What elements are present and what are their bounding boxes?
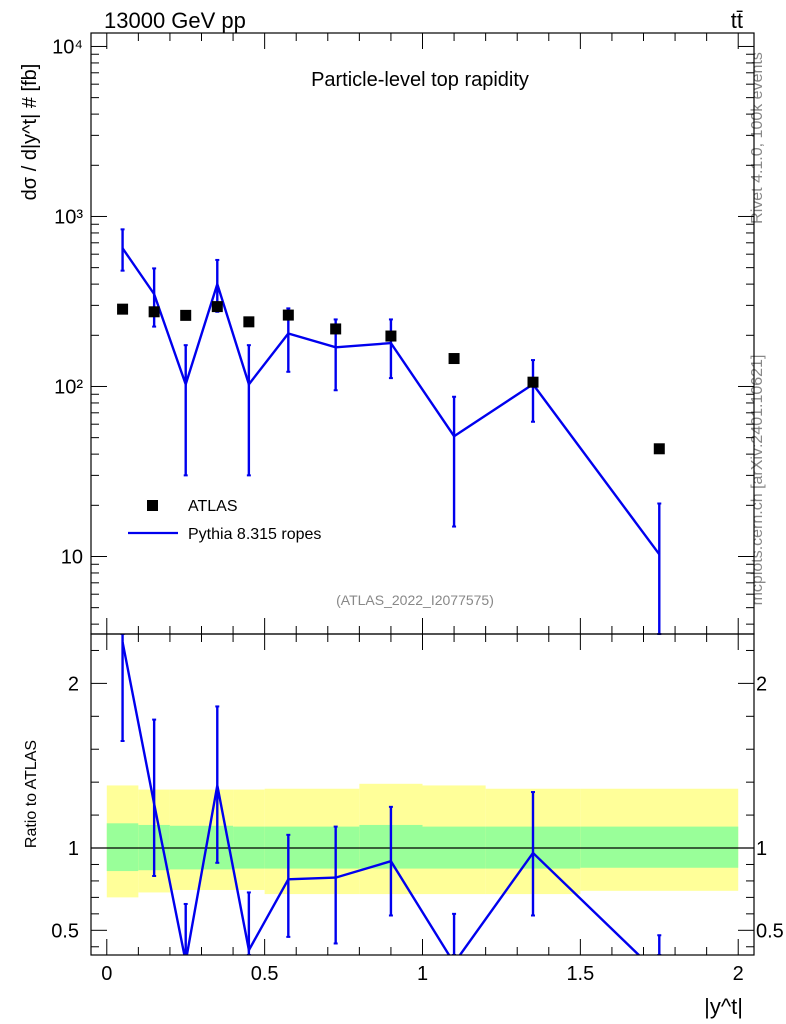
atlas-data-point	[243, 316, 255, 328]
mcplots-label: mcplots.cern.ch [arXiv:2401.10621]	[749, 355, 766, 606]
ratio-y-tick-label-right: 1	[756, 838, 767, 860]
legend-atlas-label: ATLAS	[188, 498, 238, 515]
atlas-data-point	[330, 323, 342, 335]
atlas-data-point	[282, 309, 294, 321]
uncertainty-band-inner	[106, 823, 139, 872]
ratio-y-tick-label: 2	[68, 673, 79, 695]
atlas-data-point	[180, 309, 192, 321]
ratio-y-tick-label-right: 0.5	[756, 920, 784, 942]
ratio-y-tick-label: 0.5	[51, 920, 79, 942]
rivet-label: Rivet 4.1.0, 100k events	[749, 52, 766, 224]
x-axis-label: |y^t|	[704, 994, 743, 1019]
x-tick-label: 1.5	[566, 963, 594, 985]
chart-title: Particle-level top rapidity	[311, 69, 529, 91]
main-y-tick-label: 10²	[54, 376, 83, 398]
analysis-label: (ATLAS_2022_I2077575)	[336, 592, 494, 608]
x-tick-label: 0	[101, 963, 112, 985]
x-tick-label: 1	[417, 963, 428, 985]
uncertainty-band-inner	[580, 826, 739, 868]
main-y-tick-label: 10	[61, 546, 83, 568]
legend-atlas-marker	[147, 500, 158, 511]
main-y-tick-label: 10³	[54, 206, 83, 228]
atlas-data-point	[211, 301, 223, 313]
legend-mc-label: Pythia 8.315 ropes	[188, 526, 321, 543]
atlas-data-point	[148, 306, 160, 318]
header-right: tt̄	[731, 8, 743, 33]
ratio-y-tick-label: 1	[68, 838, 79, 860]
main-y-tick-label: 10⁴	[52, 36, 83, 58]
main-panel: Particle-level top rapidity (ATLAS_2022_…	[19, 32, 755, 635]
legend: ATLAS Pythia 8.315 ropes	[128, 498, 321, 543]
atlas-data-point	[527, 376, 539, 388]
main-frame	[90, 32, 755, 635]
header-left: 13000 GeV pp	[104, 8, 246, 33]
ratio-y-axis-label: Ratio to ATLAS	[23, 740, 40, 848]
ratio-panel: 0.5 0.5 1 1 2 2 0 0.5 1 1.5 2 Ratio to ATLAS |y^t|	[23, 633, 784, 1019]
atlas-data-point	[448, 353, 460, 365]
x-tick-label: 2	[733, 963, 744, 985]
atlas-data-point	[385, 330, 397, 342]
ratio-y-tick-label-right: 2	[756, 673, 767, 695]
main-y-axis-label: dσ / d|y^t| # [fb]	[19, 64, 41, 201]
ratio-series-group	[120, 634, 662, 955]
x-tick-label: 0.5	[251, 963, 279, 985]
atlas-data-point	[653, 443, 665, 455]
ratio-frame	[90, 633, 755, 956]
atlas-data-point	[117, 303, 129, 315]
